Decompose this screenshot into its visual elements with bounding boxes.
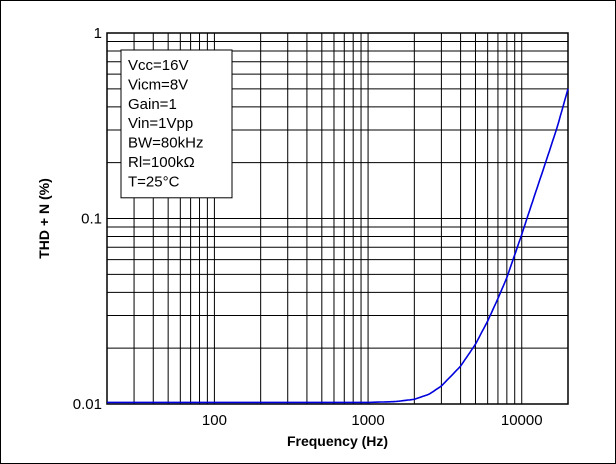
tick-labels: 100 1000 10000 0.01 0.1 1	[73, 25, 543, 429]
x-tick-label: 10000	[501, 412, 543, 429]
x-tick-label: 1000	[351, 412, 384, 429]
chart-series	[107, 88, 569, 404]
condition-text: Rl=100kΩ	[128, 154, 195, 171]
condition-text: BW=80kHz	[128, 135, 203, 152]
conditions-box-frame	[120, 49, 233, 199]
condition-text: Gain=1	[128, 96, 177, 113]
y-tick-label: 1	[94, 25, 102, 42]
condition-text: Vin=1Vpp	[128, 115, 193, 132]
conditions-box: Vcc=16V Vicm=8V Gain=1 Vin=1Vpp BW=80kHz Rl=1…	[120, 49, 233, 199]
x-tick-label: 100	[202, 412, 227, 429]
series-line	[107, 88, 569, 404]
y-tick-label: 0.1	[81, 211, 102, 228]
condition-text: T=25°C	[128, 173, 180, 190]
y-axis-title: THD + N (%)	[36, 178, 52, 259]
x-axis-title: Frequency (Hz)	[287, 433, 388, 449]
plot-frame	[106, 32, 569, 405]
condition-text: Vicm=8V	[128, 76, 188, 93]
y-tick-label: 0.01	[73, 396, 102, 413]
condition-text: Vcc=16V	[128, 57, 188, 74]
